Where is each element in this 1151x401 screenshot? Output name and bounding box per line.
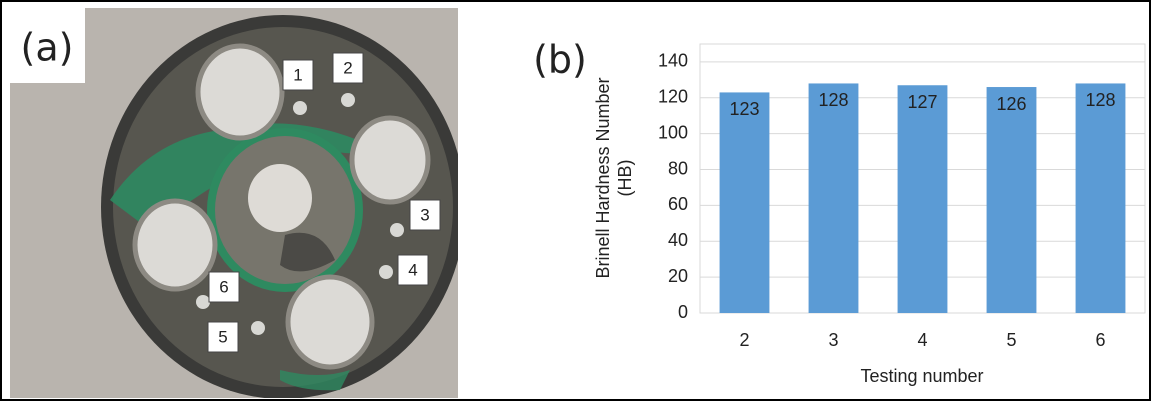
y-tick-label: 20: [668, 266, 688, 286]
panel-label: (b): [533, 38, 587, 82]
bar: [1076, 83, 1126, 313]
bar: [720, 92, 770, 313]
data-label: 128: [1085, 90, 1115, 110]
x-tick-label: 2: [739, 330, 749, 350]
y-tick-label: 120: [658, 87, 688, 107]
panel-label: (a): [21, 26, 74, 70]
x-tick-label: 4: [917, 330, 927, 350]
data-label: 123: [729, 99, 759, 119]
y-tick-label: 140: [658, 51, 688, 71]
bar: [987, 87, 1037, 313]
y-tick-label: 0: [678, 302, 688, 322]
y-axis-label: (HB): [615, 160, 635, 197]
marker-label: 1: [293, 65, 302, 84]
bar: [809, 83, 859, 313]
x-tick-label: 5: [1006, 330, 1016, 350]
data-label: 127: [907, 92, 937, 112]
data-label: 128: [818, 90, 848, 110]
marker-label: 4: [408, 260, 417, 279]
x-tick-label: 6: [1095, 330, 1105, 350]
marker-label: 5: [218, 327, 227, 346]
y-tick-label: 100: [658, 122, 688, 142]
marker-label: 2: [343, 58, 352, 77]
y-axis-label: Brinell Hardness Number: [593, 77, 613, 278]
x-axis-label: Testing number: [860, 366, 983, 386]
y-tick-label: 60: [668, 194, 688, 214]
figure: (a) 123456 (b) Testing number Brinell Ha…: [0, 0, 1151, 401]
x-tick-label: 3: [828, 330, 838, 350]
marker-label: 3: [420, 205, 429, 224]
bar: [898, 85, 948, 313]
y-tick-label: 80: [668, 158, 688, 178]
marker-label: 6: [219, 277, 228, 296]
y-tick-label: 40: [668, 230, 688, 250]
data-label: 126: [996, 94, 1026, 114]
